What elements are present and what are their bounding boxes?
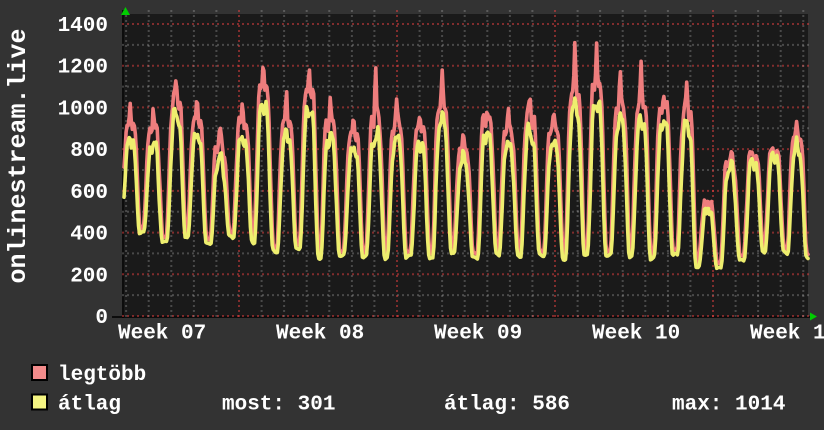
- svg-text:Week 08: Week 08: [276, 323, 364, 346]
- svg-text:legtöbb: legtöbb: [58, 364, 146, 387]
- svg-text:1400: 1400: [58, 15, 108, 38]
- svg-text:onlinestream.live: onlinestream.live: [4, 28, 33, 283]
- svg-text:átlag: átlag: [58, 394, 121, 417]
- svg-text:Week 10: Week 10: [592, 323, 680, 346]
- svg-text:Week 11: Week 11: [750, 323, 824, 346]
- svg-text:1000: 1000: [58, 98, 108, 121]
- svg-text:200: 200: [70, 265, 108, 288]
- svg-text:800: 800: [70, 140, 108, 163]
- svg-text:600: 600: [70, 182, 108, 205]
- svg-text:Week 07: Week 07: [118, 323, 206, 346]
- svg-text:1200: 1200: [58, 57, 108, 80]
- svg-text:400: 400: [70, 224, 108, 247]
- svg-text:max: 1014: max: 1014: [672, 394, 785, 417]
- svg-text:most: 301: most: 301: [222, 394, 335, 417]
- svg-text:Week 09: Week 09: [434, 323, 522, 346]
- svg-text:0: 0: [95, 307, 108, 330]
- svg-text:átlag: 586: átlag: 586: [444, 394, 570, 417]
